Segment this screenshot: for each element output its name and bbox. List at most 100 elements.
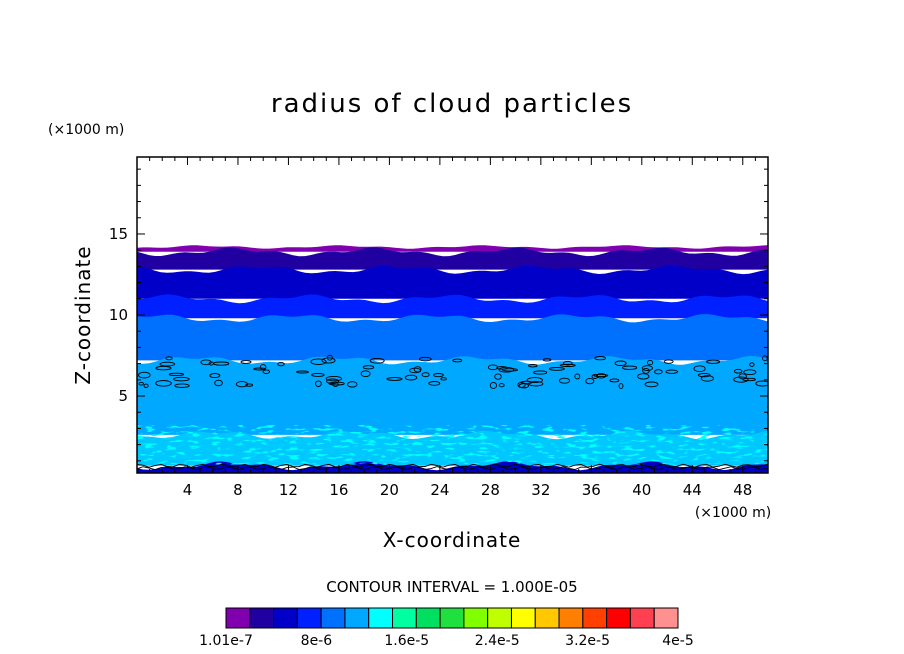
colorbar-swatch bbox=[415, 607, 441, 629]
y-unit-label: (×1000 m) bbox=[48, 122, 124, 138]
colorbar-swatch bbox=[273, 607, 298, 629]
contour-line bbox=[404, 374, 418, 381]
contour-line bbox=[498, 383, 505, 388]
y-tick-label: 10 bbox=[109, 306, 128, 324]
contour-line bbox=[253, 367, 266, 371]
contour-fill bbox=[137, 245, 768, 473]
contour-line bbox=[155, 380, 172, 387]
contour-line bbox=[693, 365, 706, 373]
contour-line bbox=[165, 356, 173, 361]
y-tick-label: 5 bbox=[118, 387, 128, 405]
y-axis-label: Z-coordinate bbox=[71, 245, 95, 384]
x-unit-label: (×1000 m) bbox=[695, 505, 771, 521]
colorbar-swatch bbox=[629, 607, 655, 629]
colorbar-swatch bbox=[582, 607, 608, 629]
colorbar-label: 1.01e-7 bbox=[199, 633, 253, 649]
contour-line bbox=[138, 381, 144, 386]
x-tick-label: 12 bbox=[279, 481, 298, 499]
contour-line bbox=[262, 369, 271, 374]
contour-line bbox=[155, 365, 172, 371]
contour-line bbox=[200, 359, 212, 366]
x-tick-label: 44 bbox=[683, 481, 702, 499]
contour-line bbox=[409, 367, 422, 374]
contour-line bbox=[609, 378, 620, 383]
contour-line bbox=[596, 373, 607, 379]
contour-line bbox=[749, 362, 755, 367]
contour-line bbox=[440, 377, 447, 381]
colorbar-swatch bbox=[439, 607, 465, 629]
colorbar-swatch bbox=[296, 607, 322, 629]
colorbar-swatch bbox=[392, 607, 417, 629]
contour-line bbox=[593, 373, 609, 378]
contour-line bbox=[706, 359, 721, 364]
contour-line bbox=[311, 372, 325, 377]
x-tick-label: 28 bbox=[481, 481, 500, 499]
chart-title: radius of cloud particles bbox=[271, 89, 633, 119]
contour-line bbox=[743, 369, 757, 376]
colorbar-swatch bbox=[463, 607, 489, 629]
contour-line bbox=[762, 355, 768, 362]
contour-line bbox=[733, 376, 749, 383]
contour-line bbox=[214, 379, 223, 387]
colorbar-swatch bbox=[320, 607, 346, 629]
contour-line bbox=[646, 359, 654, 366]
contour-line bbox=[173, 376, 190, 382]
contour-line bbox=[654, 369, 663, 375]
contour-lines bbox=[137, 354, 768, 471]
contour-line bbox=[489, 381, 498, 389]
contour-line bbox=[296, 370, 309, 374]
contour-line bbox=[559, 363, 576, 367]
contour-line bbox=[528, 364, 538, 368]
contour-line bbox=[418, 356, 432, 362]
x-tick-label: 48 bbox=[733, 481, 752, 499]
x-tick-label: 8 bbox=[233, 481, 243, 499]
contour-line bbox=[174, 383, 190, 388]
contour-line bbox=[644, 381, 659, 388]
contour-line bbox=[321, 357, 336, 364]
x-tick-label: 32 bbox=[531, 481, 550, 499]
contour-line bbox=[637, 373, 650, 380]
colorbar-swatch bbox=[487, 607, 512, 629]
colorbar-label: 4e-5 bbox=[662, 633, 693, 649]
contour-line bbox=[700, 375, 714, 382]
contour-line bbox=[277, 361, 285, 367]
contour-line bbox=[733, 368, 743, 374]
contour-line bbox=[433, 373, 444, 378]
colorbar-label: 1.6e-5 bbox=[384, 633, 429, 649]
contour-line bbox=[562, 360, 573, 366]
contour-line bbox=[496, 366, 508, 370]
colorbar-label: 2.4e-5 bbox=[475, 633, 520, 649]
contour-line bbox=[738, 373, 747, 380]
colorbar-label: 3.2e-5 bbox=[565, 633, 610, 649]
contour-line bbox=[585, 377, 595, 385]
contour-line bbox=[622, 365, 638, 370]
contour-line bbox=[421, 372, 430, 378]
contour-line bbox=[642, 367, 650, 374]
contour-line bbox=[332, 381, 339, 387]
contour-line bbox=[591, 374, 599, 379]
contour-line bbox=[558, 377, 571, 384]
y-tick-label: 15 bbox=[109, 225, 128, 243]
contour-line bbox=[245, 383, 254, 387]
x-tick-label: 16 bbox=[329, 481, 348, 499]
contour-line bbox=[494, 373, 502, 380]
contour-line bbox=[755, 380, 768, 387]
contour-line bbox=[143, 383, 149, 388]
colorbar bbox=[225, 607, 679, 629]
contour-line bbox=[325, 375, 343, 382]
contour-line bbox=[326, 378, 340, 385]
contour-line bbox=[742, 377, 757, 382]
contour-line bbox=[386, 377, 403, 381]
x-tick-label: 20 bbox=[380, 481, 399, 499]
contour-layer bbox=[137, 265, 768, 299]
x-tick-label: 40 bbox=[632, 481, 651, 499]
x-axis-ticks: 4 8 12 16 20 24 28 32 36 40 44 48 bbox=[149, 157, 756, 499]
contour-line bbox=[159, 361, 176, 367]
contour-line bbox=[517, 381, 526, 388]
contour-line bbox=[665, 369, 678, 374]
colorbar-swatch bbox=[510, 607, 536, 629]
contour-line bbox=[533, 370, 548, 375]
colorbar-swatch bbox=[534, 607, 560, 629]
contour-line bbox=[240, 360, 252, 364]
